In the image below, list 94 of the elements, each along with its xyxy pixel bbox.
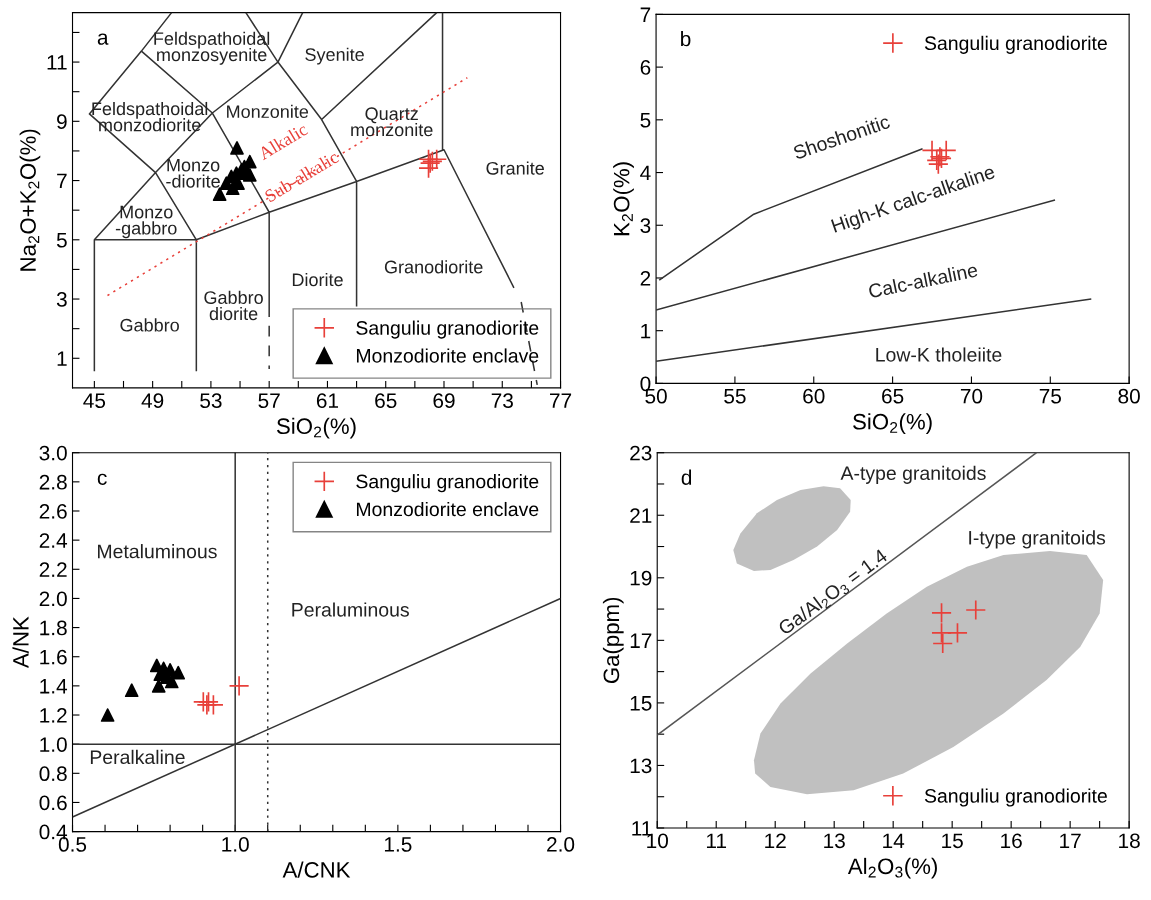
legend-label: Monzodiorite enclave <box>356 348 539 363</box>
x-tick-label: 80 <box>1118 388 1140 404</box>
y-axis-title: Ga(ppm) <box>602 597 624 684</box>
y-tick-label: 23 <box>630 445 652 461</box>
text: Monzodiorite enclave <box>356 501 539 517</box>
x-tick-label: 11 <box>706 833 727 848</box>
y-tick-label: 2.8 <box>39 474 67 490</box>
y-tick-label: 6 <box>640 60 651 75</box>
y-tick-label: 1.6 <box>40 649 67 665</box>
annotation: Monzo -diorite <box>166 158 220 188</box>
annotation: Ga/Al$_{2}$O$_{3}$ = 1.4 <box>777 547 891 638</box>
annotation: Diorite <box>292 272 343 287</box>
y-tick-label: 1.0 <box>40 737 67 752</box>
x-axis-title: A/CNK <box>282 861 351 878</box>
y-tick-label: 2.6 <box>39 503 67 519</box>
y-tick-label: 3 <box>640 218 651 234</box>
x-tick-label: 2.0 <box>547 837 575 852</box>
y-tick-label: 2 <box>640 270 651 286</box>
y-tick-label: 9 <box>57 114 67 130</box>
y-tick-label: 3 <box>56 292 67 307</box>
x-tick-label: 12 <box>765 833 786 848</box>
x-tick-label: 18 <box>1119 833 1140 849</box>
y-tick-label: 15 <box>630 696 652 711</box>
x-axis-title: SiO$_{2}$(%) <box>276 417 356 439</box>
y-tick-label: 1.2 <box>40 708 67 723</box>
y-tick-label: 7 <box>640 7 651 22</box>
y-tick-label: 5 <box>640 113 651 128</box>
annotation: I-type granitoids <box>969 530 1106 549</box>
y-tick-label: 7 <box>57 173 67 189</box>
y-axis-title: K$_{2}$O(%) <box>613 162 634 236</box>
y-tick-label: 3.0 <box>39 445 67 461</box>
annotation: Quartz monzonite <box>351 107 433 137</box>
legend-label: Sanguliu granodiorite <box>924 788 1107 807</box>
y-tick-label: 5 <box>56 233 67 248</box>
y-tick-label: 21 <box>630 508 652 523</box>
y-tick-label: 2.0 <box>39 591 67 607</box>
y-tick-label: 13 <box>630 758 652 774</box>
y-tick-label: 1.8 <box>40 620 67 636</box>
y-tick-label: 1 <box>641 323 651 339</box>
y-tick-label: 0.8 <box>39 766 67 782</box>
x-tick-label: 70 <box>960 388 983 404</box>
x-tick-label: 17 <box>1060 833 1081 848</box>
annotation: Metaluminous <box>98 544 217 559</box>
x-tick-label: 45 <box>83 393 106 409</box>
y-tick-label: 2.2 <box>39 562 67 577</box>
x-tick-label: 77 <box>550 393 572 408</box>
x-tick-label: 14 <box>883 833 905 848</box>
x-tick-label: 69 <box>433 393 455 409</box>
annotation: c <box>97 473 107 486</box>
y-tick-label: 0.6 <box>39 795 67 811</box>
x-tick-label: 13 <box>824 833 845 849</box>
annotation: Monzonite <box>227 104 309 119</box>
annotation: a <box>97 33 109 45</box>
annotation: Syenite <box>305 47 364 65</box>
y-tick-label: 1 <box>57 351 67 366</box>
annotation: Low-K tholeiite <box>876 347 1002 362</box>
x-tick-label: 60 <box>803 388 825 404</box>
legend-label: Sanguliu granodiorite <box>356 320 539 339</box>
x-axis-title: SiO$_{2}$(%) <box>853 413 932 434</box>
y-tick-label: 2.4 <box>39 533 68 548</box>
annotation: Peraluminous <box>292 602 409 617</box>
x-tick-label: 1.0 <box>222 837 249 852</box>
annotation: A-type granitoids <box>840 465 986 484</box>
x-tick-label: 57 <box>258 393 280 409</box>
annotation: Granodiorite <box>384 260 483 274</box>
x-tick-label: 65 <box>375 393 397 409</box>
x-tick-label: 75 <box>1039 389 1061 404</box>
x-tick-label: 16 <box>1001 833 1022 849</box>
x-axis-title: Al$_{2}$O$_{3}$(%) <box>847 857 937 879</box>
x-tick-label: 1.5 <box>384 837 412 852</box>
annotation: Gabbro diorite <box>204 290 263 321</box>
legend-label: Sanguliu granodiorite <box>924 35 1107 54</box>
annotation: d <box>681 469 692 485</box>
y-tick-label: 1.4 <box>40 679 68 694</box>
annotation: Granite <box>486 161 544 175</box>
x-tick-label: 73 <box>491 393 513 409</box>
y-axis-title: Na$_{2}$O+K$_{2}$O(%) <box>19 129 41 271</box>
annotation: Calc-alkaline <box>867 262 979 299</box>
x-tick-label: 61 <box>316 393 339 409</box>
x-tick-label: 53 <box>200 393 222 409</box>
annotation: Peralkaline <box>90 749 185 765</box>
y-axis-title: A/NK <box>12 616 29 669</box>
y-tick-label: 4 <box>640 165 651 181</box>
annotation: Gabbro <box>120 318 179 332</box>
annotation: Monzo -gabbro <box>115 205 177 239</box>
x-tick-label: 15 <box>942 833 963 849</box>
annotation: b <box>681 31 691 47</box>
text: Sanguliu granodiorite <box>356 474 539 493</box>
y-tick-label: 19 <box>630 570 652 586</box>
x-tick-label: 65 <box>882 388 904 404</box>
x-tick-label: 55 <box>724 389 746 404</box>
y-tick-label: 11 <box>47 55 67 70</box>
y-tick-label: 17 <box>630 633 652 648</box>
x-tick-label: 49 <box>141 393 164 409</box>
